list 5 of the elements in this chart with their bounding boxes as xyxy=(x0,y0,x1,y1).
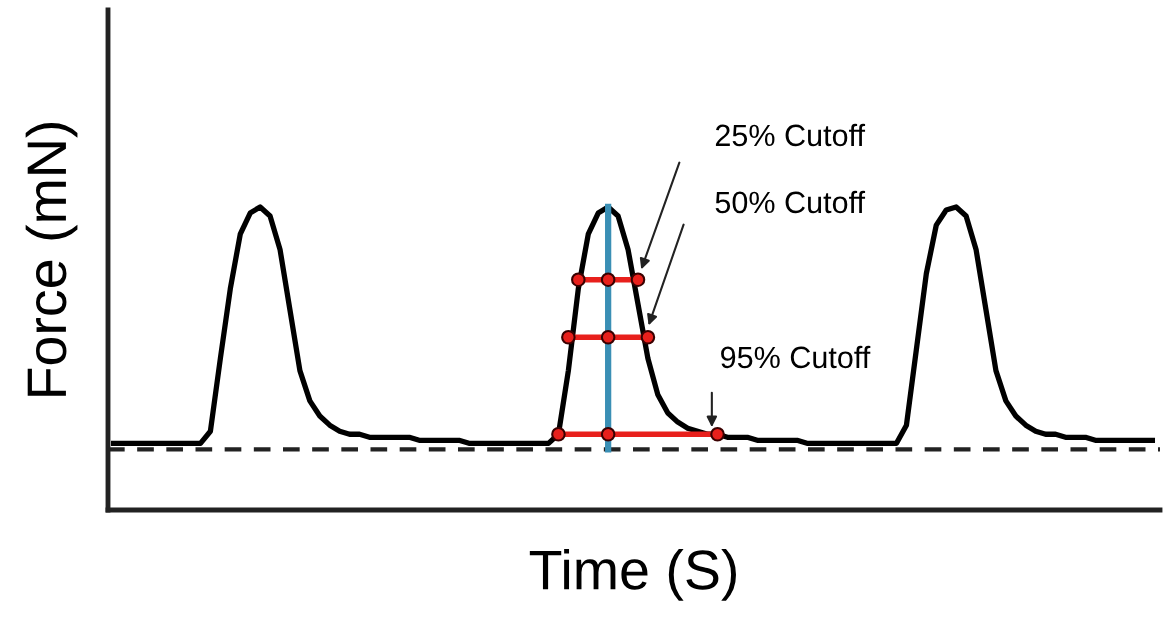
y-axis-title: Force (mN) xyxy=(25,123,78,396)
annotation: 50% Cutoff xyxy=(715,190,866,214)
x-axis-title: Time (S) xyxy=(529,548,736,601)
annotation: 95% Cutoff xyxy=(721,345,871,369)
text: 25% Cutoff xyxy=(715,123,866,147)
